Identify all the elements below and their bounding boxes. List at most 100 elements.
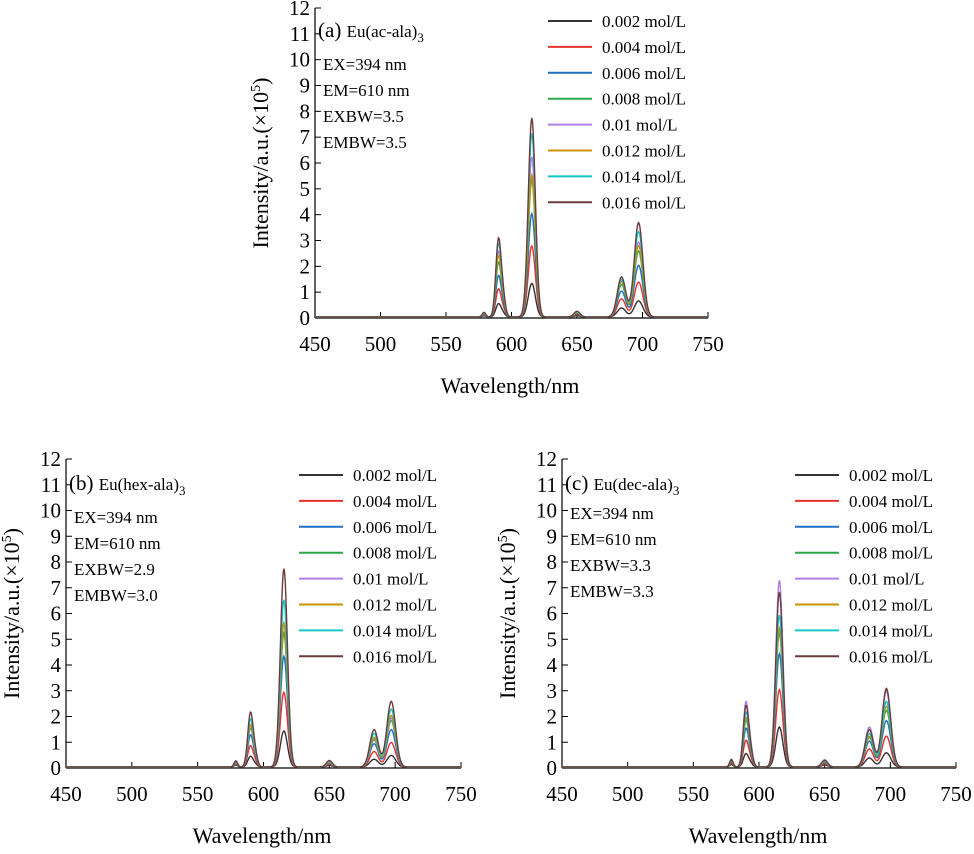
legend-label: 0.004 mol/L bbox=[849, 492, 933, 511]
x-tick-label: 450 bbox=[299, 332, 331, 356]
series-line-7 bbox=[66, 568, 461, 768]
measurement-param: EX=394 nm bbox=[570, 504, 654, 523]
legend-label: 0.008 mol/L bbox=[353, 544, 437, 563]
series-line-1 bbox=[562, 688, 956, 768]
legend-label: 0.01 mol/L bbox=[353, 570, 429, 589]
y-tick-label: 5 bbox=[51, 627, 62, 651]
legend-label: 0.012 mol/L bbox=[353, 596, 437, 615]
x-tick-label: 450 bbox=[546, 782, 578, 806]
y-tick-label: 11 bbox=[41, 473, 61, 497]
y-axis-title: Intensity/a.u.(×105) bbox=[248, 78, 273, 249]
legend-label: 0.006 mol/L bbox=[602, 64, 686, 83]
series-line-7 bbox=[562, 591, 956, 768]
y-tick-label: 6 bbox=[300, 151, 311, 175]
legend-label: 0.016 mol/L bbox=[353, 647, 437, 666]
legend-label: 0.004 mol/L bbox=[602, 38, 686, 57]
panel-title: (a) Eu(ac-ala)3 bbox=[318, 18, 424, 45]
x-tick-label: 750 bbox=[940, 782, 972, 806]
x-tick-label: 550 bbox=[678, 782, 710, 806]
legend-label: 0.002 mol/L bbox=[353, 466, 437, 485]
legend-label: 0.006 mol/L bbox=[849, 518, 933, 537]
y-tick-label: 10 bbox=[536, 499, 557, 523]
panel-title: (b) Eu(hex-ala)3 bbox=[69, 471, 185, 498]
y-tick-label: 12 bbox=[40, 447, 61, 471]
y-tick-label: 8 bbox=[547, 550, 558, 574]
series-line-2 bbox=[562, 651, 956, 768]
legend-label: 0.006 mol/L bbox=[353, 518, 437, 537]
series-line-1 bbox=[66, 690, 461, 768]
measurement-param: EXBW=3.3 bbox=[570, 556, 651, 575]
legend-label: 0.014 mol/L bbox=[849, 621, 933, 640]
x-axis-title: Wavelength/nm bbox=[689, 823, 828, 848]
y-tick-label: 2 bbox=[300, 254, 311, 278]
y-tick-label: 0 bbox=[51, 756, 62, 780]
y-tick-label: 11 bbox=[290, 22, 310, 46]
legend-label: 0.012 mol/L bbox=[849, 596, 933, 615]
x-tick-label: 700 bbox=[627, 332, 659, 356]
x-tick-label: 550 bbox=[182, 782, 214, 806]
y-axis-title: Intensity/a.u.(×105) bbox=[0, 528, 24, 699]
series-line-7 bbox=[315, 117, 708, 318]
y-tick-label: 2 bbox=[51, 705, 62, 729]
x-tick-label: 750 bbox=[445, 782, 477, 806]
y-tick-label: 0 bbox=[547, 756, 558, 780]
x-tick-label: 700 bbox=[875, 782, 907, 806]
y-tick-label: 4 bbox=[300, 203, 311, 227]
y-tick-label: 3 bbox=[547, 679, 558, 703]
series-line-0 bbox=[66, 729, 461, 768]
measurement-param: EX=394 nm bbox=[323, 55, 407, 74]
y-tick-label: 9 bbox=[547, 524, 558, 548]
y-axis-title: Intensity/a.u.(×105) bbox=[495, 528, 520, 699]
y-tick-label: 4 bbox=[547, 653, 558, 677]
x-tick-label: 650 bbox=[561, 332, 593, 356]
y-tick-label: 3 bbox=[51, 679, 62, 703]
series-line-4 bbox=[66, 620, 461, 768]
y-tick-label: 7 bbox=[51, 576, 62, 600]
y-tick-label: 8 bbox=[51, 550, 62, 574]
x-tick-label: 750 bbox=[692, 332, 724, 356]
y-tick-label: 2 bbox=[547, 705, 558, 729]
y-tick-label: 12 bbox=[289, 0, 310, 20]
y-tick-label: 10 bbox=[289, 48, 310, 72]
x-tick-label: 550 bbox=[430, 332, 462, 356]
x-axis-title: Wavelength/nm bbox=[193, 823, 332, 848]
y-tick-label: 6 bbox=[547, 602, 558, 626]
series-line-5 bbox=[66, 620, 461, 768]
y-tick-label: 7 bbox=[300, 125, 311, 149]
y-tick-label: 1 bbox=[51, 730, 62, 754]
y-tick-label: 7 bbox=[547, 576, 558, 600]
y-tick-label: 1 bbox=[300, 280, 311, 304]
y-tick-label: 11 bbox=[537, 473, 557, 497]
legend-label: 0.008 mol/L bbox=[849, 544, 933, 563]
legend-label: 0.002 mol/L bbox=[849, 466, 933, 485]
legend-label: 0.014 mol/L bbox=[602, 167, 686, 186]
x-tick-label: 700 bbox=[379, 782, 411, 806]
x-tick-label: 600 bbox=[496, 332, 528, 356]
series-line-6 bbox=[315, 133, 708, 318]
y-tick-label: 0 bbox=[300, 306, 311, 330]
x-tick-label: 500 bbox=[116, 782, 148, 806]
legend-label: 0.016 mol/L bbox=[849, 647, 933, 666]
legend-label: 0.004 mol/L bbox=[353, 492, 437, 511]
x-tick-label: 450 bbox=[50, 782, 82, 806]
measurement-param: EMBW=3.5 bbox=[323, 133, 407, 152]
series-line-1 bbox=[315, 244, 708, 318]
x-tick-label: 500 bbox=[365, 332, 397, 356]
measurement-param: EX=394 nm bbox=[74, 508, 158, 527]
measurement-param: EXBW=3.5 bbox=[323, 107, 404, 126]
y-tick-label: 12 bbox=[536, 447, 557, 471]
y-tick-label: 4 bbox=[51, 653, 62, 677]
legend-label: 0.01 mol/L bbox=[849, 570, 925, 589]
legend-label: 0.012 mol/L bbox=[602, 142, 686, 161]
legend-label: 0.002 mol/L bbox=[602, 12, 686, 31]
x-axis-title: Wavelength/nm bbox=[441, 373, 580, 398]
y-tick-label: 1 bbox=[547, 730, 558, 754]
y-tick-label: 9 bbox=[300, 74, 311, 98]
x-tick-label: 650 bbox=[314, 782, 346, 806]
measurement-param: EM=610 nm bbox=[323, 81, 410, 100]
panel-title: (c) Eu(dec-ala)3 bbox=[565, 471, 679, 498]
